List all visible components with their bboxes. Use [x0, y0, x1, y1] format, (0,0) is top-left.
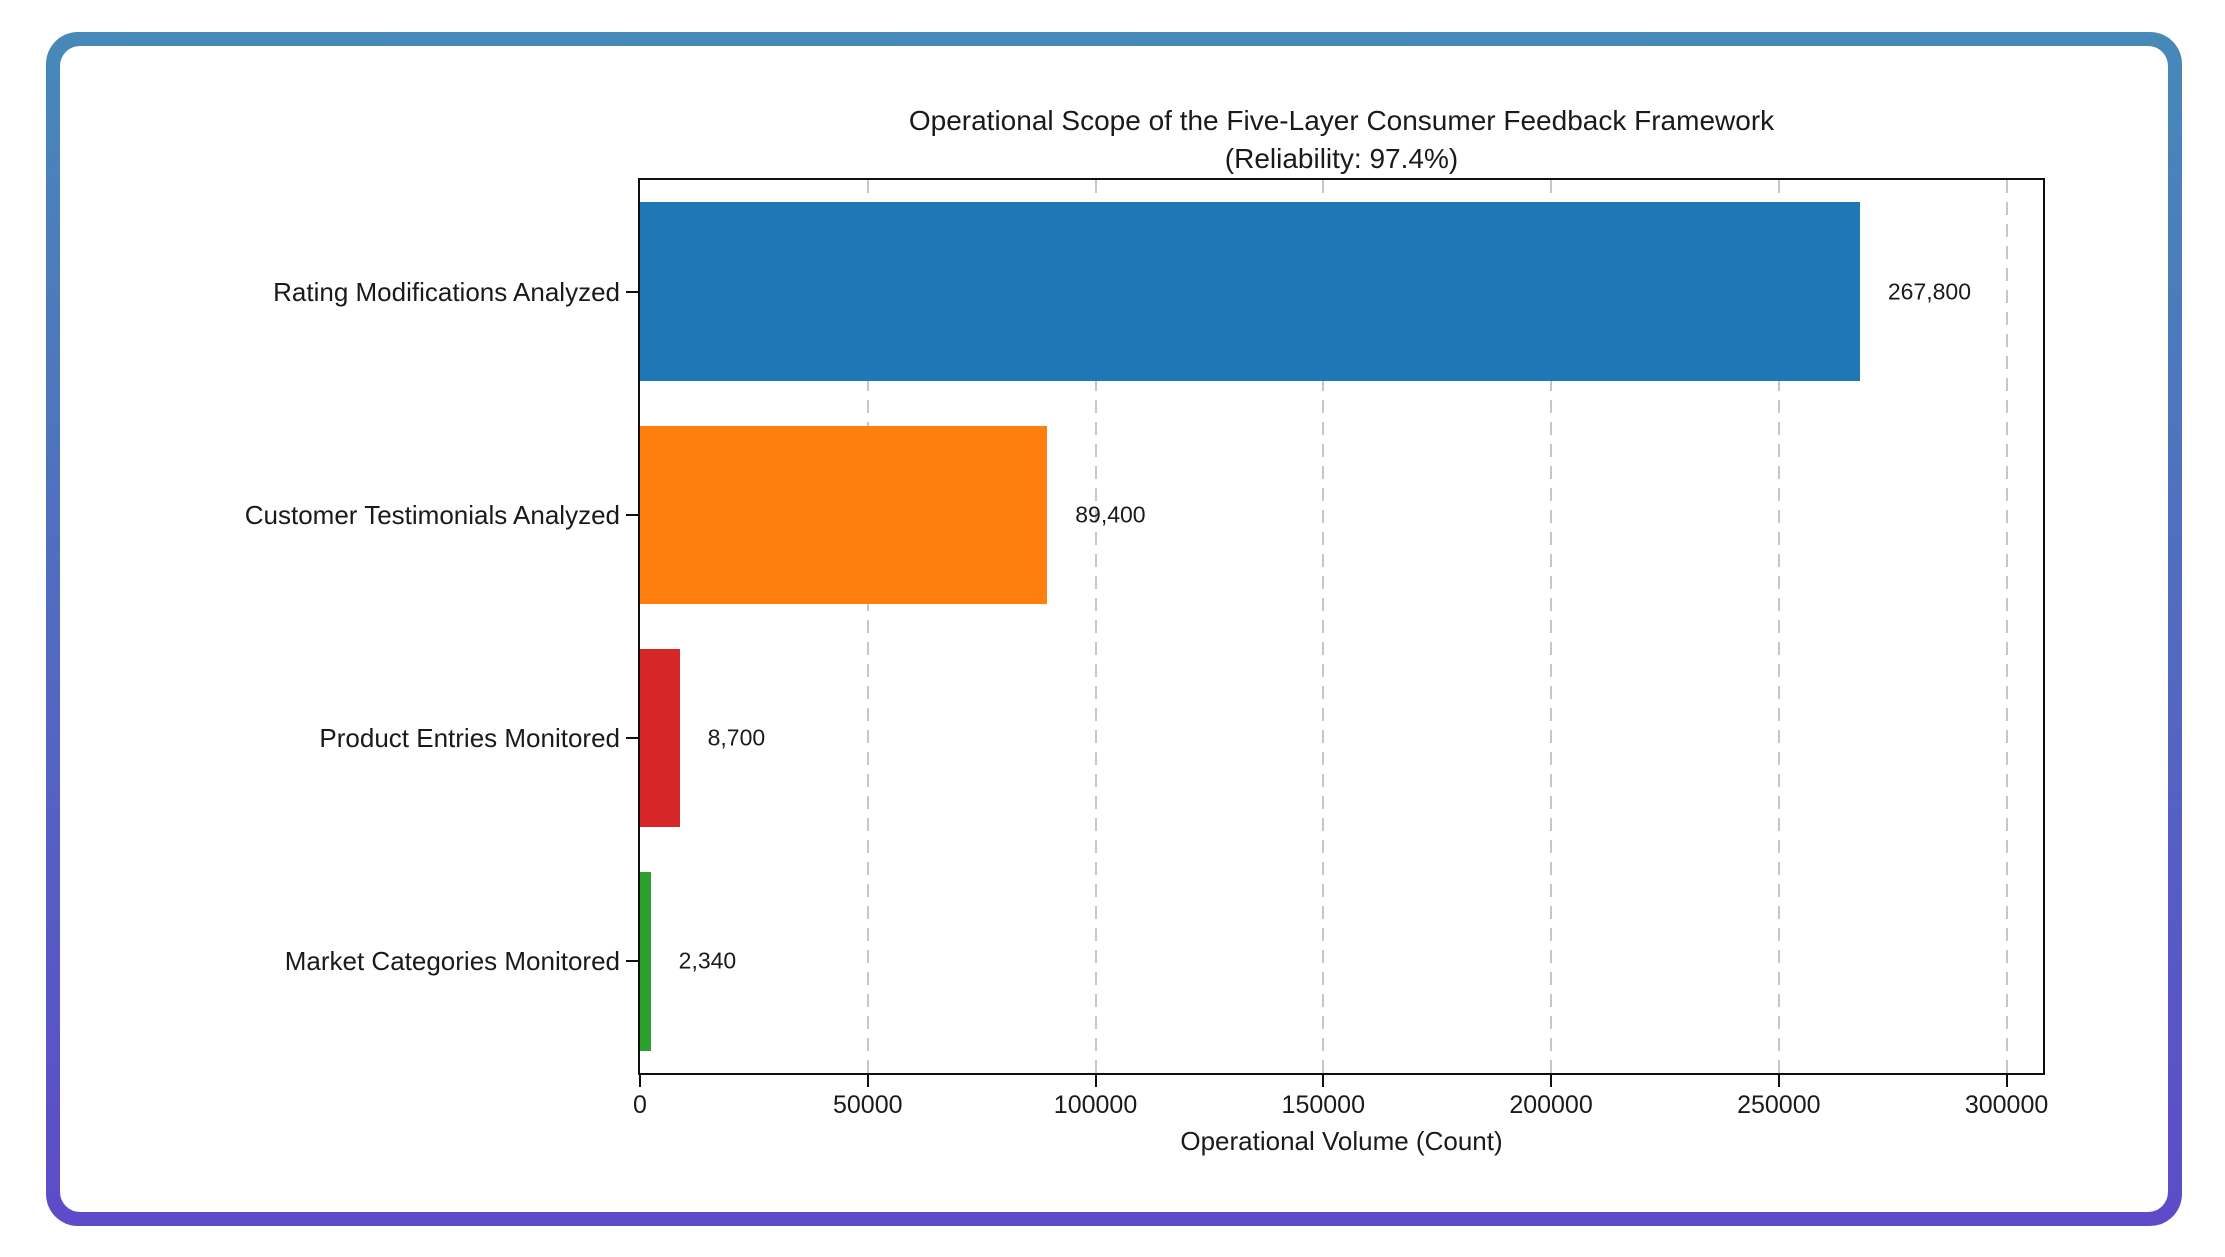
x-tick-mark [1777, 1075, 1780, 1087]
gridline-x-300000 [2005, 180, 2008, 1073]
x-tick-label-250000: 250000 [1737, 1091, 1821, 1119]
x-tick-label-150000: 150000 [1281, 1091, 1365, 1119]
category-label-rating-modifications-analyzed: Rating Modifications Analyzed [273, 276, 620, 307]
category-label-customer-testimonials-analyzed: Customer Testimonials Analyzed [244, 499, 620, 530]
x-tick-mark [639, 1075, 641, 1087]
gridline-x-150000 [1322, 180, 1325, 1073]
x-tick-label-300000: 300000 [1964, 1091, 2049, 1119]
value-label-product-entries-monitored: 8,700 [707, 724, 766, 751]
x-axis-label: Operational Volume (Count) [1180, 1126, 1503, 1156]
value-label-customer-testimonials-analyzed: 89,400 [1075, 501, 1146, 528]
y-tick-mark [626, 960, 638, 963]
chart-title-line2: (Reliability: 97.4%) [1224, 143, 1459, 174]
plot-area [638, 178, 2045, 1075]
x-tick-label-0: 0 [633, 1091, 647, 1119]
x-tick-mark [1094, 1075, 1097, 1087]
bar-rating-modifications-analyzed [640, 202, 1860, 381]
gridline-x-250000 [1777, 180, 1780, 1073]
x-tick-label-100000: 100000 [1053, 1091, 1138, 1119]
bar-customer-testimonials-analyzed [640, 425, 1048, 605]
category-label-market-categories-monitored: Market Categories Monitored [284, 946, 620, 977]
chart-title: Operational Scope of the Five-Layer Cons… [638, 102, 2045, 178]
y-tick-mark [626, 737, 638, 740]
x-tick-mark [2005, 1075, 2008, 1087]
chart-canvas: Operational Scope of the Five-Layer Cons… [60, 46, 2168, 1212]
x-tick-label-200000: 200000 [1509, 1091, 1593, 1119]
gridline-x-50000 [866, 180, 869, 1073]
chart-title-line1: Operational Scope of the Five-Layer Cons… [908, 105, 1775, 136]
bar-product-entries-monitored [640, 648, 680, 828]
y-tick-mark [626, 513, 638, 516]
x-tick-label-50000: 50000 [832, 1091, 903, 1119]
gridline-x-100000 [1094, 180, 1097, 1073]
value-label-rating-modifications-analyzed: 267,800 [1887, 278, 1972, 305]
x-tick-mark [1550, 1075, 1553, 1087]
gradient-border-frame: Operational Scope of the Five-Layer Cons… [46, 32, 2182, 1226]
x-tick-mark [866, 1075, 869, 1087]
gridline-x-200000 [1550, 180, 1553, 1073]
bar-market-categories-monitored [640, 872, 651, 1051]
y-tick-mark [626, 290, 638, 293]
x-tick-mark [1322, 1075, 1325, 1087]
category-label-product-entries-monitored: Product Entries Monitored [319, 723, 620, 754]
value-label-market-categories-monitored: 2,340 [678, 947, 737, 974]
